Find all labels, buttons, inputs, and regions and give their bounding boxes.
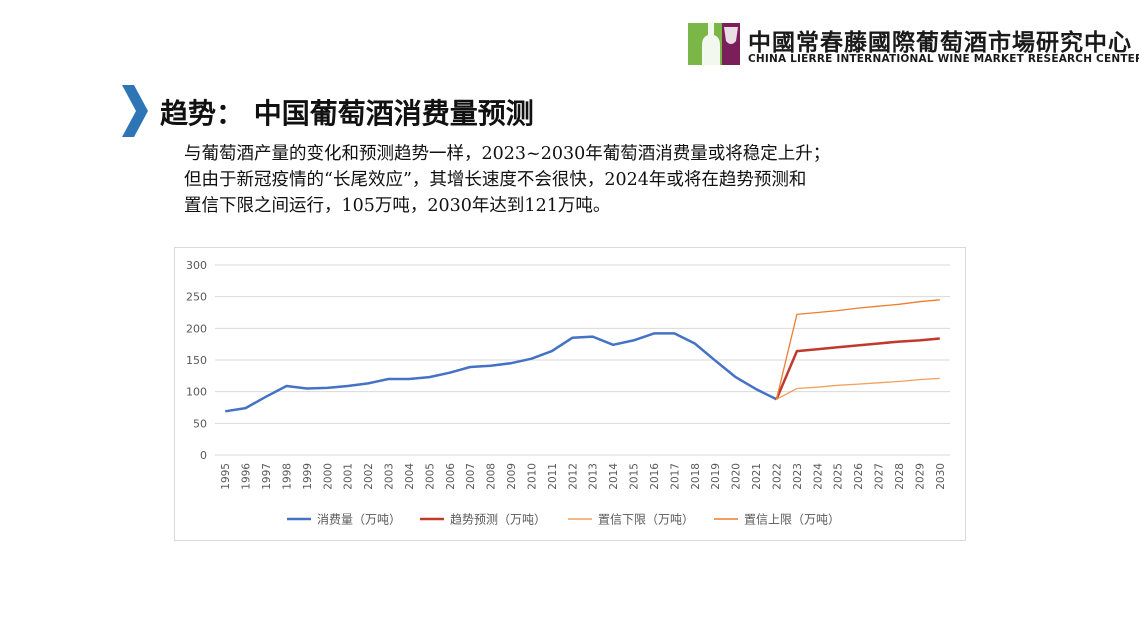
x-tick-label: 2009 bbox=[506, 463, 518, 490]
chart-container: 0 50 100 150 200 250 300 1995 1996 1997 1998 1999 20… bbox=[174, 247, 966, 541]
x-tick-label: 1997 bbox=[261, 463, 273, 490]
wine-bottle-logo-icon bbox=[688, 23, 740, 65]
x-tick-label: 2018 bbox=[690, 463, 702, 490]
x-tick-label: 2003 bbox=[384, 463, 396, 490]
slide-description: 与葡萄酒产量的变化和预测趋势一样，2023~2030年葡萄酒消费量或将稳定上升；… bbox=[184, 141, 984, 219]
series-line-3 bbox=[775, 299, 940, 400]
y-tick-label: 200 bbox=[186, 322, 207, 335]
y-tick-label: 0 bbox=[200, 449, 207, 462]
y-tick-label: 50 bbox=[193, 417, 207, 430]
legend-label: 置信下限（万吨） bbox=[598, 513, 694, 527]
x-tick-label: 2028 bbox=[894, 463, 906, 490]
legend-label: 置信上限（万吨） bbox=[744, 513, 840, 527]
y-tick-label: 150 bbox=[186, 354, 207, 367]
logo-english-name: CHINA LIERRE INTERNATIONAL WINE MARKET R… bbox=[748, 53, 1139, 65]
y-tick-label: 250 bbox=[186, 291, 207, 304]
x-tick-label: 2020 bbox=[731, 463, 743, 490]
x-tick-label: 2029 bbox=[914, 463, 926, 490]
slide-title: 趋势： 中国葡萄酒消费量预测 bbox=[160, 97, 534, 130]
x-tick-label: 2016 bbox=[649, 463, 661, 490]
x-tick-label: 2022 bbox=[771, 463, 783, 490]
description-line: 但由于新冠疫情的“长尾效应”，其增长速度不会很快，2024年或将在趋势预测和 bbox=[184, 170, 807, 190]
x-tick-label: 2013 bbox=[588, 463, 600, 490]
x-tick-label: 2030 bbox=[935, 463, 947, 490]
x-tick-label: 2019 bbox=[710, 463, 722, 490]
logo-chinese-name: 中國常春藤國際葡萄酒市場研究中心 bbox=[748, 30, 1132, 56]
x-tick-label: 2023 bbox=[792, 463, 804, 490]
x-tick-label: 2011 bbox=[547, 463, 559, 490]
y-tick-label: 300 bbox=[186, 259, 207, 272]
x-tick-label: 2015 bbox=[629, 463, 641, 490]
x-tick-label: 2024 bbox=[812, 463, 824, 490]
x-tick-label: 2008 bbox=[486, 463, 498, 490]
y-tick-label: 100 bbox=[186, 386, 207, 399]
x-tick-label: 2021 bbox=[751, 463, 763, 490]
line-chart: 0 50 100 150 200 250 300 1995 1996 1997 1998 1999 20… bbox=[186, 259, 950, 527]
x-tick-label: 2014 bbox=[608, 463, 620, 490]
x-tick-label: 1999 bbox=[302, 463, 314, 490]
x-tick-label: 2002 bbox=[363, 463, 375, 490]
series-line-2 bbox=[776, 377, 940, 400]
x-tick-label: 2004 bbox=[404, 463, 416, 490]
x-tick-label: 2000 bbox=[322, 463, 334, 490]
x-tick-label: 1998 bbox=[281, 463, 293, 490]
x-tick-label: 2001 bbox=[343, 463, 355, 490]
x-tick-label: 2010 bbox=[526, 463, 538, 490]
x-tick-label: 2012 bbox=[567, 463, 579, 490]
description-line: 与葡萄酒产量的变化和预测趋势一样，2023~2030年葡萄酒消费量或将稳定上升； bbox=[184, 144, 831, 164]
x-tick-label: 2007 bbox=[465, 463, 477, 490]
legend-label: 趋势预测（万吨） bbox=[450, 513, 546, 527]
x-tick-label: 1996 bbox=[241, 463, 253, 490]
x-tick-label: 2027 bbox=[874, 463, 886, 490]
series-line-0 bbox=[225, 332, 778, 413]
x-tick-label: 2005 bbox=[424, 463, 436, 490]
title-chevron-icon bbox=[122, 85, 148, 137]
x-tick-label: 2006 bbox=[445, 463, 457, 490]
x-tick-label: 2017 bbox=[669, 463, 681, 490]
description-line: 置信下限之间运行，105万吨，2030年达到121万吨。 bbox=[184, 196, 611, 216]
x-tick-label: 1995 bbox=[220, 463, 232, 490]
x-tick-label: 2025 bbox=[833, 463, 845, 490]
series-line-1 bbox=[775, 337, 940, 400]
brand-logo: 中國常春藤國際葡萄酒市場研究中心 CHINA LIERRE INTERNATIO… bbox=[688, 23, 1139, 67]
x-tick-label: 2026 bbox=[853, 463, 865, 490]
legend-label: 消费量（万吨） bbox=[317, 513, 401, 527]
